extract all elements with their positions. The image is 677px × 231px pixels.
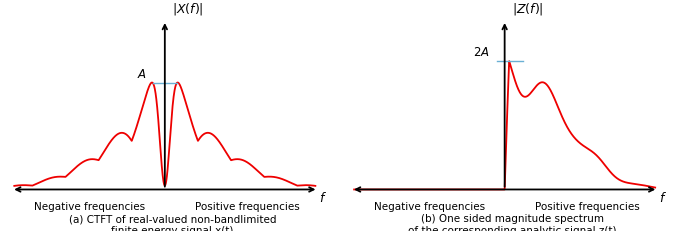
Text: $f$: $f$	[319, 191, 327, 205]
Text: $A$: $A$	[137, 68, 147, 81]
Text: $|X(f)|$: $|X(f)|$	[173, 0, 204, 17]
Text: (a) CTFT of real-valued non-bandlimited
finite energy signal x(t): (a) CTFT of real-valued non-bandlimited …	[68, 214, 276, 231]
Text: Negative frequencies: Negative frequencies	[34, 202, 145, 212]
Text: $|Z(f)|$: $|Z(f)|$	[512, 0, 544, 17]
Text: Positive frequencies: Positive frequencies	[195, 202, 300, 212]
Text: Negative frequencies: Negative frequencies	[374, 202, 485, 212]
Text: Positive frequencies: Positive frequencies	[535, 202, 640, 212]
Text: $2A$: $2A$	[473, 46, 489, 59]
Text: $f$: $f$	[659, 191, 667, 205]
Text: (b) One sided magnitude spectrum
of the corresponding analytic signal z(t): (b) One sided magnitude spectrum of the …	[408, 214, 617, 231]
